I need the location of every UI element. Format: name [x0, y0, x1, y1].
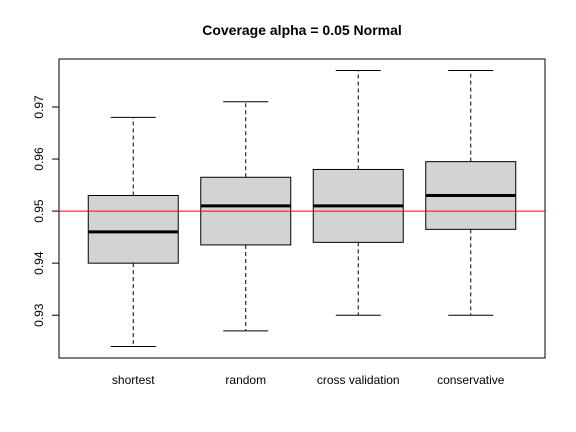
x-tick-label: cross validation [317, 373, 400, 387]
box-group [425, 70, 517, 316]
x-tick-label: conservative [437, 373, 505, 387]
chart-title: Coverage alpha = 0.05 Normal [202, 22, 402, 38]
y-tick-label: 0.95 [32, 199, 46, 223]
y-axis: 0.93 0.94 0.95 0.96 0.97 [32, 95, 60, 327]
y-tick-label: 0.94 [32, 251, 46, 275]
x-axis: shortest random cross validation conservati… [112, 373, 505, 387]
x-tick-label: random [225, 373, 266, 387]
iqr-box [87, 194, 179, 264]
box-group [87, 116, 179, 347]
boxes-group [87, 70, 517, 347]
y-tick-label: 0.97 [32, 95, 46, 119]
y-tick-label: 0.96 [32, 147, 46, 171]
box-group [312, 70, 404, 316]
y-tick-label: 0.93 [32, 303, 46, 327]
box-group [200, 101, 292, 332]
x-tick-label: shortest [112, 373, 155, 387]
